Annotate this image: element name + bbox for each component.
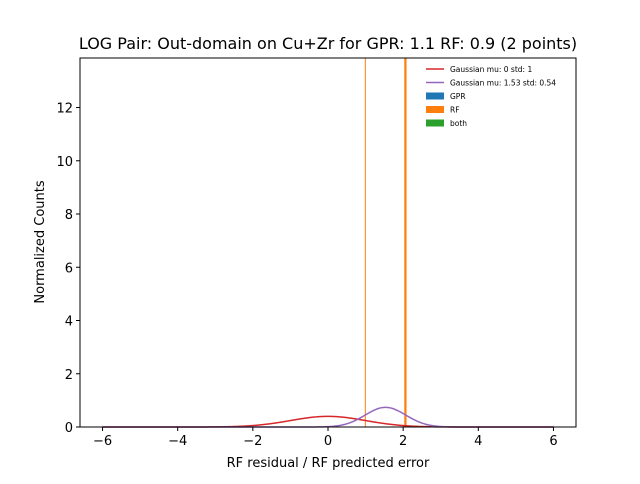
y-tick-label: 10 — [56, 155, 73, 170]
y-tick-label: 2 — [65, 368, 73, 383]
legend-patch-swatch — [426, 106, 444, 113]
x-tick-label: 0 — [324, 434, 332, 449]
legend-label: both — [450, 119, 467, 128]
y-tick-label: 6 — [65, 261, 73, 276]
legend-label: Gaussian mu: 0 std: 1 — [450, 65, 532, 74]
x-axis-label: RF residual / RF predicted error — [227, 456, 430, 471]
legend-entry: RF — [426, 106, 460, 115]
legend-entry: GPR — [426, 92, 466, 101]
y-tick-label: 0 — [65, 421, 73, 436]
x-tick-label: −4 — [168, 434, 187, 449]
legend-label: RF — [450, 106, 460, 115]
legend-label: Gaussian mu: 1.53 std: 0.54 — [450, 79, 556, 88]
legend-entry: Gaussian mu: 1.53 std: 0.54 — [426, 79, 556, 88]
axes-frame — [79, 57, 577, 428]
y-tick-label: 12 — [56, 102, 73, 117]
chart-title: LOG Pair: Out-domain on Cu+Zr for GPR: 1… — [79, 34, 577, 53]
x-tick-label: 6 — [549, 434, 557, 449]
rf-histogram-bar-0 — [364, 58, 366, 427]
x-tick-label: 2 — [399, 434, 407, 449]
y-tick-label: 8 — [65, 208, 73, 223]
legend-entry: both — [426, 119, 467, 128]
x-tick-label: 4 — [474, 434, 482, 449]
y-axis-label: Normalized Counts — [33, 180, 48, 303]
y-axis: 0 2 4 6 8 10 12 — [56, 102, 80, 436]
legend: Gaussian mu: 0 std: 1 Gaussian mu: 1.53 s… — [426, 65, 556, 128]
legend-patch-swatch — [426, 92, 444, 100]
x-axis: −6 −4 −2 0 2 4 6 — [93, 427, 558, 449]
legend-entry: Gaussian mu: 0 std: 1 — [426, 65, 532, 74]
rf-histogram-bar-1 — [404, 58, 407, 427]
x-tick-label: −6 — [93, 434, 112, 449]
y-tick-label: 4 — [65, 315, 73, 330]
legend-label: GPR — [450, 92, 466, 101]
x-tick-label: −2 — [243, 434, 262, 449]
legend-patch-swatch — [426, 119, 444, 127]
